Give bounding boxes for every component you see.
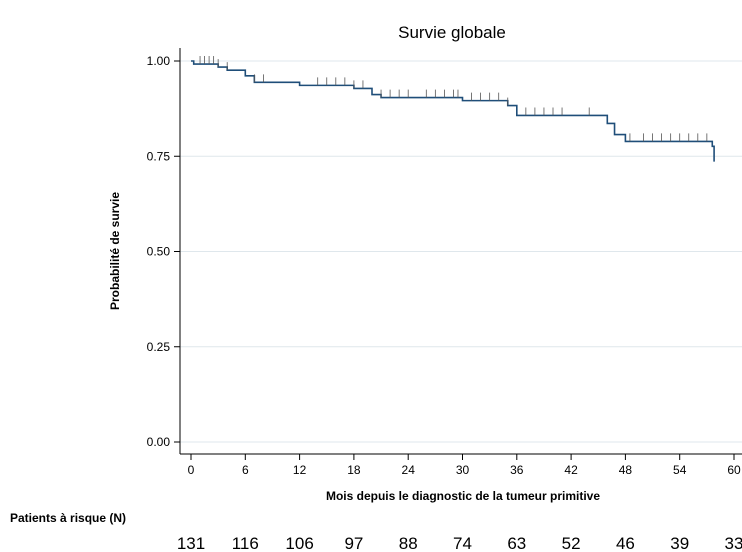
- risk-count: 46: [616, 534, 635, 552]
- y-tick-label: 1.00: [147, 54, 171, 68]
- risk-table-label: Patients à risque (N): [10, 511, 126, 525]
- x-tick-label: 18: [347, 463, 361, 477]
- x-tick-label: 42: [564, 463, 578, 477]
- risk-count: 116: [232, 534, 259, 552]
- y-tick-label: 0.00: [147, 435, 171, 449]
- risk-count: 63: [507, 534, 526, 552]
- x-tick-label: 6: [242, 463, 249, 477]
- risk-count: 106: [285, 534, 313, 552]
- y-tick-label: 0.50: [147, 245, 171, 259]
- x-tick-label: 36: [510, 463, 524, 477]
- y-axis-label: Probabilité de survie: [108, 192, 122, 310]
- y-tick-label: 0.75: [147, 149, 171, 163]
- y-axis: 0.00 0.25 0.50 0.75 1.00: [147, 48, 181, 454]
- gridlines: [180, 60, 742, 443]
- risk-count: 131: [177, 534, 205, 552]
- x-axis-label: Mois depuis le diagnostic de la tumeur p…: [326, 489, 600, 503]
- censor-marks: [199, 56, 708, 142]
- risk-count: 88: [399, 534, 418, 552]
- risk-count: 97: [344, 534, 363, 552]
- x-tick-label: 0: [188, 463, 195, 477]
- x-tick-label: 60: [727, 463, 741, 477]
- x-axis: 0 6 12 18 24 30 36 42 48 54 60: [180, 453, 742, 477]
- y-tick-label: 0.25: [147, 340, 171, 354]
- risk-table: 131 116 106 97 88 74 63 52 46 39 33: [177, 534, 742, 552]
- risk-count: 74: [453, 534, 472, 552]
- risk-count: 52: [562, 534, 581, 552]
- x-tick-label: 12: [293, 463, 307, 477]
- x-tick-label: 48: [619, 463, 633, 477]
- chart-title: Survie globale: [398, 23, 506, 42]
- x-tick-label: 24: [402, 463, 416, 477]
- risk-count: 33: [725, 534, 742, 552]
- x-tick-label: 30: [456, 463, 470, 477]
- survival-curve: [191, 60, 715, 162]
- plot-area: 0.00 0.25 0.50 0.75 1.00 0 6 12 18 24 30 36 42 48 54 6…: [147, 48, 742, 477]
- x-tick-label: 54: [673, 463, 687, 477]
- risk-count: 39: [670, 534, 689, 552]
